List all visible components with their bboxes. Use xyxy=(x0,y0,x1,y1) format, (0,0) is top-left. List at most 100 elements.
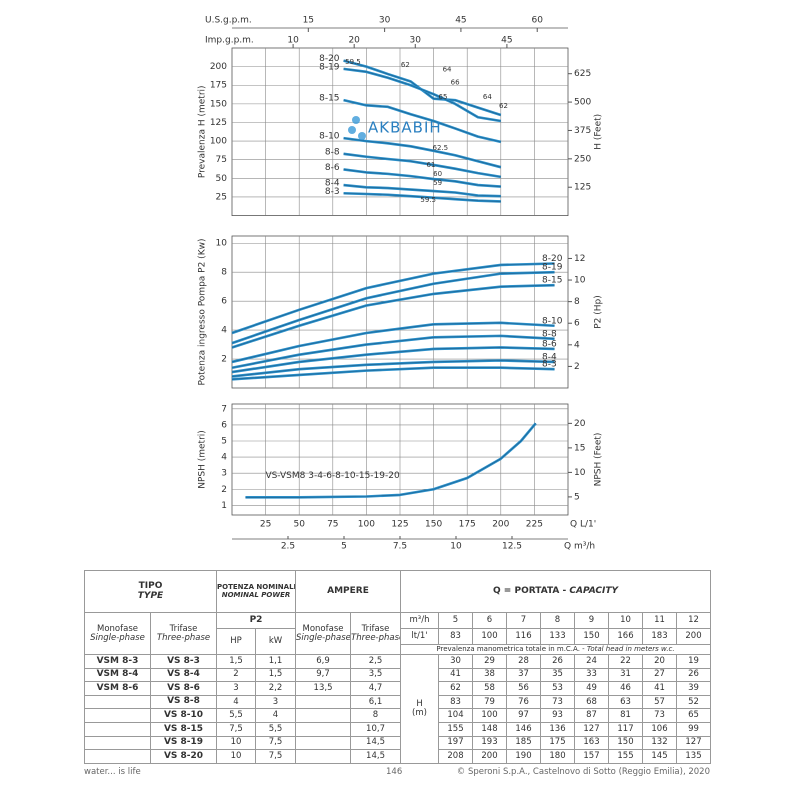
y2-tick-label: 5 xyxy=(574,492,580,502)
label: lt/1' xyxy=(411,631,428,642)
series-label: 8-3 xyxy=(325,187,340,197)
curve-core xyxy=(343,153,501,178)
charts: 255075100125150175200125250375500625Prev… xyxy=(198,16,604,552)
table-cell: 8 xyxy=(350,708,402,723)
table-cell: 39 xyxy=(676,681,712,696)
table-cell: 166 xyxy=(608,628,644,645)
table-cell: VSM 8-3 xyxy=(84,654,151,669)
series-label: 8-4 xyxy=(325,179,340,189)
table-cell: 76 xyxy=(506,694,542,710)
series-label: 8-19 xyxy=(542,263,563,273)
curve-core xyxy=(343,184,501,197)
x-tick-label: 150 xyxy=(425,520,442,530)
label: TIPO xyxy=(138,581,163,592)
x-tick-label: 75 xyxy=(327,520,338,530)
table-cell: 157 xyxy=(574,749,610,764)
y-tick-label: 25 xyxy=(216,192,227,202)
series-label: 8-15 xyxy=(542,276,562,286)
table-cell: 146 xyxy=(506,721,542,737)
table-cell: 83 xyxy=(438,628,474,645)
top-axis-title: U.S.g.p.m. xyxy=(205,16,252,26)
table-cell: 9,7 xyxy=(295,667,352,683)
table-row: VS 8-20 10 7,5 14,5 208 200 190 180 157 155 145 135 xyxy=(84,749,712,764)
efficiency-label: 65 xyxy=(439,93,448,101)
top-tick-label: 15 xyxy=(303,16,314,26)
table-cell xyxy=(84,721,151,737)
table-row: VS 8-8 4 3 6,1 83 79 76 73 68 63 57 52 xyxy=(84,694,712,710)
table-cell: 93 xyxy=(540,708,576,723)
table-cell: 28 xyxy=(506,654,542,669)
table-cell: 57 xyxy=(642,694,678,710)
y2-tick-label: 375 xyxy=(574,126,591,136)
label: Three-phase xyxy=(156,632,211,643)
watermark-dot xyxy=(358,132,366,140)
table-cell: 33 xyxy=(574,667,610,683)
series-label: VS-VSM8 3-4-6-8-10-15-19-20 xyxy=(265,471,400,481)
y-axis-title: NPSH (metri) xyxy=(198,430,208,489)
table-cell: 5,5 xyxy=(254,721,297,737)
table-cell: 22 xyxy=(608,654,644,669)
table-cell: 7,5 xyxy=(254,749,297,764)
efficiency-label: 62 xyxy=(499,102,508,110)
series-label: 8-20 xyxy=(319,54,340,64)
table-cell: 185 xyxy=(506,735,542,751)
table-cell: 10 xyxy=(216,735,256,751)
top-tick-label: 45 xyxy=(455,16,466,26)
table-cell: 37 xyxy=(506,667,542,683)
series-label: 8-20 xyxy=(542,254,563,264)
y2-tick-label: 10 xyxy=(574,468,586,478)
table-cell: 150 xyxy=(574,628,610,645)
series-label: 8-10 xyxy=(319,132,340,142)
table-cell: 3 xyxy=(216,681,256,696)
table-cell: 193 xyxy=(472,735,508,751)
series-label: 8-8 xyxy=(542,329,557,339)
top-tick-label: 10 xyxy=(287,36,299,46)
label: POTENZA NOMINALE xyxy=(217,583,296,592)
label: m³/h xyxy=(409,615,430,626)
label: Three-phase xyxy=(351,632,401,643)
y2-tick-label: 500 xyxy=(574,98,591,108)
label: CAPACITY xyxy=(569,585,619,596)
series-label: 8-19 xyxy=(319,62,340,72)
table-cell: VS 8-6 xyxy=(150,681,217,696)
table-cell: 190 xyxy=(506,749,542,764)
table-row: VS 8-10 5,5 4 8 104 100 97 93 87 81 73 65 xyxy=(84,708,712,723)
table-cell: 6,1 xyxy=(350,694,402,710)
label: Single-phase xyxy=(90,632,145,643)
y2-tick-label: 8 xyxy=(574,297,580,307)
table-cell: 155 xyxy=(438,721,474,737)
table-cell: H (m) xyxy=(400,654,440,764)
label: NOMINAL POWER xyxy=(221,590,291,599)
x-tick-label: 125 xyxy=(391,520,408,530)
table-cell: 26 xyxy=(540,654,576,669)
table-row: VS 8-15 7,5 5,5 10,7 155 148 146 136 127 117 106 99 xyxy=(84,721,712,737)
table-cell xyxy=(295,694,352,710)
table-cell: 127 xyxy=(574,721,610,737)
top-tick-label: 45 xyxy=(501,36,512,46)
table-cell: 136 xyxy=(540,721,576,737)
table-cell: 10 xyxy=(608,612,644,629)
table-cell: 65 xyxy=(676,708,712,723)
table-cell: 116 xyxy=(506,628,542,645)
table-cell: 30 xyxy=(438,654,474,669)
table-cell: 97 xyxy=(506,708,542,723)
table-cell: 10 xyxy=(216,749,256,764)
y2-tick-label: 625 xyxy=(574,69,591,79)
page-number: 146 xyxy=(386,767,403,777)
curve-core xyxy=(231,271,555,344)
y2-tick-label: 125 xyxy=(574,183,591,193)
series-label: 8-15 xyxy=(319,94,339,104)
efficiency-label: 62 xyxy=(401,61,410,69)
table-cell: 24 xyxy=(574,654,610,669)
table-cell: 52 xyxy=(676,694,712,710)
series-label: 8-6 xyxy=(542,339,557,349)
table-cell: VS 8-8 xyxy=(150,694,217,710)
y-tick-label: 10 xyxy=(216,239,228,249)
label: (m) xyxy=(412,707,427,718)
top-tick-label: 60 xyxy=(531,16,543,26)
y-axis-title: Prevalenza H (metri) xyxy=(198,85,208,178)
table-cell: 100 xyxy=(472,708,508,723)
table-cell: 3 xyxy=(254,694,297,710)
label: Monofase xyxy=(302,623,344,634)
y-tick-label: 2 xyxy=(221,355,227,365)
